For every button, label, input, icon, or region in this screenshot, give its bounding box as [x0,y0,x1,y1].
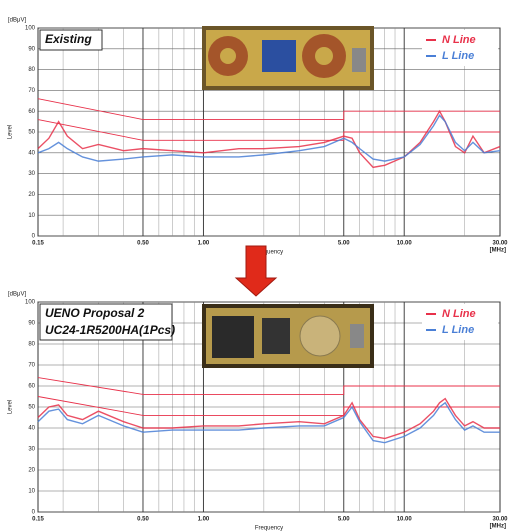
data-line [37,397,500,440]
legend-label: L Line [442,324,474,336]
x-tick-label: 0.50 [137,241,149,247]
y-tick-label: 0 [32,234,36,240]
y-tick-label: 80 [28,342,35,348]
limit-line [37,119,500,141]
y-tick-label: 90 [28,46,35,52]
y-axis-label: Level [8,125,14,139]
title-box [39,303,173,341]
y-tick-label: 30 [28,447,35,453]
legend-box [422,30,498,66]
x-tick-label: 0.50 [137,517,149,523]
y-tick-label: 60 [28,384,35,390]
limit-line [37,377,500,395]
chart-title: Existing [45,32,92,46]
y-tick-label: 100 [25,300,36,306]
x-tick-label: 0.15 [32,517,44,523]
title-box [39,29,103,51]
y-tick-label: 60 [28,109,35,115]
x-tick-label: 1.00 [198,241,210,247]
y-tick-label: 10 [28,489,35,495]
photo [202,304,374,368]
x-tick-label: 10.00 [397,517,413,523]
chart-subtitle: UC24-1R5200HA(1Pcs) [45,323,175,337]
x-tick-label: 1.00 [198,517,210,523]
y-tick-label: 100 [25,26,36,32]
legend: N Line L Line [422,30,498,66]
y-tick-label: 10 [28,213,35,219]
x-axis-label: Frequency [255,526,283,531]
y-tick-label: 90 [28,321,35,327]
x-tick-label: 5.00 [338,241,350,247]
y-unit: [dBμV] [8,292,26,298]
legend-label: L Line [442,50,474,62]
data-line [37,114,501,162]
y-tick-label: 70 [28,363,35,369]
limit-line [37,98,500,120]
chart-title: UENO Proposal 2 [45,306,145,320]
data-line [37,401,500,444]
y-tick-label: 80 [28,67,35,73]
legend-label: N Line [442,34,476,46]
x-tick-label: 30.00 [492,241,508,247]
photo [202,26,374,90]
y-unit: [dBμV] [8,18,26,24]
x-unit: [MHz] [490,248,506,254]
legend-label: N Line [442,308,476,320]
y-tick-label: 30 [28,171,35,177]
y-axis-label: Level [8,400,14,414]
arrow [234,245,278,297]
x-unit: [MHz] [490,524,506,530]
y-tick-label: 20 [28,192,35,198]
y-tick-label: 40 [28,426,35,432]
y-tick-label: 40 [28,150,35,156]
x-tick-label: 10.00 [397,241,413,247]
x-tick-label: 0.15 [32,241,44,247]
y-tick-label: 0 [32,510,36,516]
y-tick-label: 20 [28,468,35,474]
x-tick-label: 30.00 [492,517,508,523]
legend: N Line L Line [422,304,498,340]
x-axis-label: Frequency [255,250,283,256]
y-tick-label: 50 [28,130,35,136]
y-tick-label: 70 [28,88,35,94]
legend-box [422,304,498,340]
y-tick-label: 50 [28,405,35,411]
x-tick-label: 5.00 [338,517,350,523]
